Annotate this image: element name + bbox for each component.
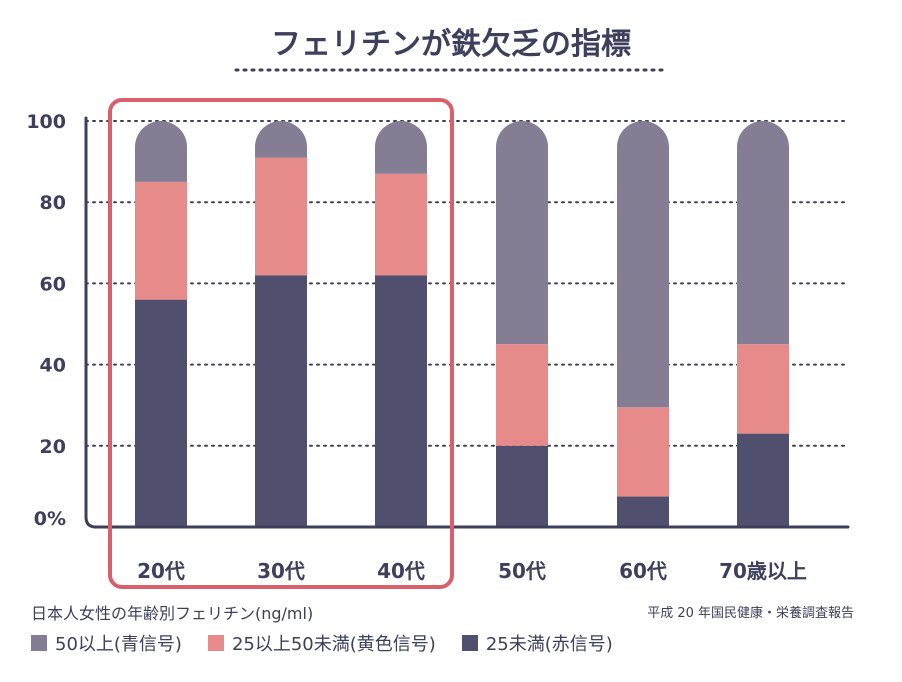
highlight-box: [108, 98, 454, 589]
legend-item-yellow: 25以上50未満(黄色信号): [207, 630, 436, 656]
bar-segment: [375, 275, 427, 527]
y-tick-label: 0%: [34, 508, 66, 530]
legend-item-blue: 50以上(青信号): [31, 630, 182, 656]
y-tick-label: 80: [40, 192, 66, 214]
bar-segment: [617, 121, 669, 408]
bar-segment: [496, 121, 548, 345]
bar-segment: [255, 157, 307, 276]
bar-segment: [375, 173, 427, 276]
legend-label-blue: 50以上(青信号): [55, 634, 182, 655]
title-area: フェリチンが鉄欠乏の指標: [234, 27, 666, 72]
x-tick-label: 70歳以上: [719, 559, 807, 583]
x-tick-label: 50代: [498, 559, 546, 583]
y-tick-label: 60: [40, 273, 66, 295]
bar-segment: [737, 121, 789, 345]
x-tick-label: 20代: [137, 559, 185, 583]
ferritin-chart: 100 80 60 40 20 0% 20代 30代 40代 50代 60代 70歳以上 フェリチンが…: [26, 27, 850, 589]
axes: [84, 98, 850, 589]
bar-segment: [135, 121, 187, 182]
legend-swatch-yellow: [207, 635, 224, 651]
x-tick-label: 40代: [377, 559, 425, 583]
x-tick-label: 30代: [257, 559, 305, 583]
bar-segment: [255, 275, 307, 527]
labels: 100 80 60 40 20 0% 20代 30代 40代 50代 60代 70歳以上: [26, 111, 807, 583]
axis-lines: [84, 116, 850, 529]
bar-segment: [255, 121, 307, 158]
bar-segment: [617, 496, 669, 527]
bar-segment: [737, 344, 789, 434]
bar-segment: [737, 433, 789, 527]
legend-swatch-blue: [31, 635, 47, 651]
y-tick-label: 40: [40, 355, 66, 377]
bar-segment: [496, 445, 548, 527]
legend-swatch-red: [461, 635, 478, 651]
bar-segment: [135, 181, 187, 300]
bar-segment: [375, 121, 427, 174]
bar-segment: [135, 299, 187, 527]
y-tick-label: 100: [26, 111, 66, 133]
bar-segment: [496, 344, 548, 446]
legend: 50以上(青信号) 25以上50未満(黄色信号) 25未満(赤信号): [31, 630, 613, 656]
legend-item-red: 25未満(赤信号): [461, 630, 613, 656]
legend-label-red: 25未満(赤信号): [485, 634, 613, 655]
legend-label-yellow: 25以上50未満(黄色信号): [231, 634, 436, 655]
x-tick-label: 60代: [619, 559, 667, 583]
bar-segment: [617, 407, 669, 497]
chart-note: 日本人女性の年齢別フェリチン(ng/ml): [31, 604, 314, 623]
source-note: 平成 20 年国民健康・栄養調査報告: [647, 606, 854, 621]
chart-title: フェリチンが鉄欠乏の指標: [271, 27, 631, 62]
bars: [135, 121, 789, 527]
y-tick-label: 20: [40, 436, 66, 458]
gridlines: [85, 120, 849, 447]
